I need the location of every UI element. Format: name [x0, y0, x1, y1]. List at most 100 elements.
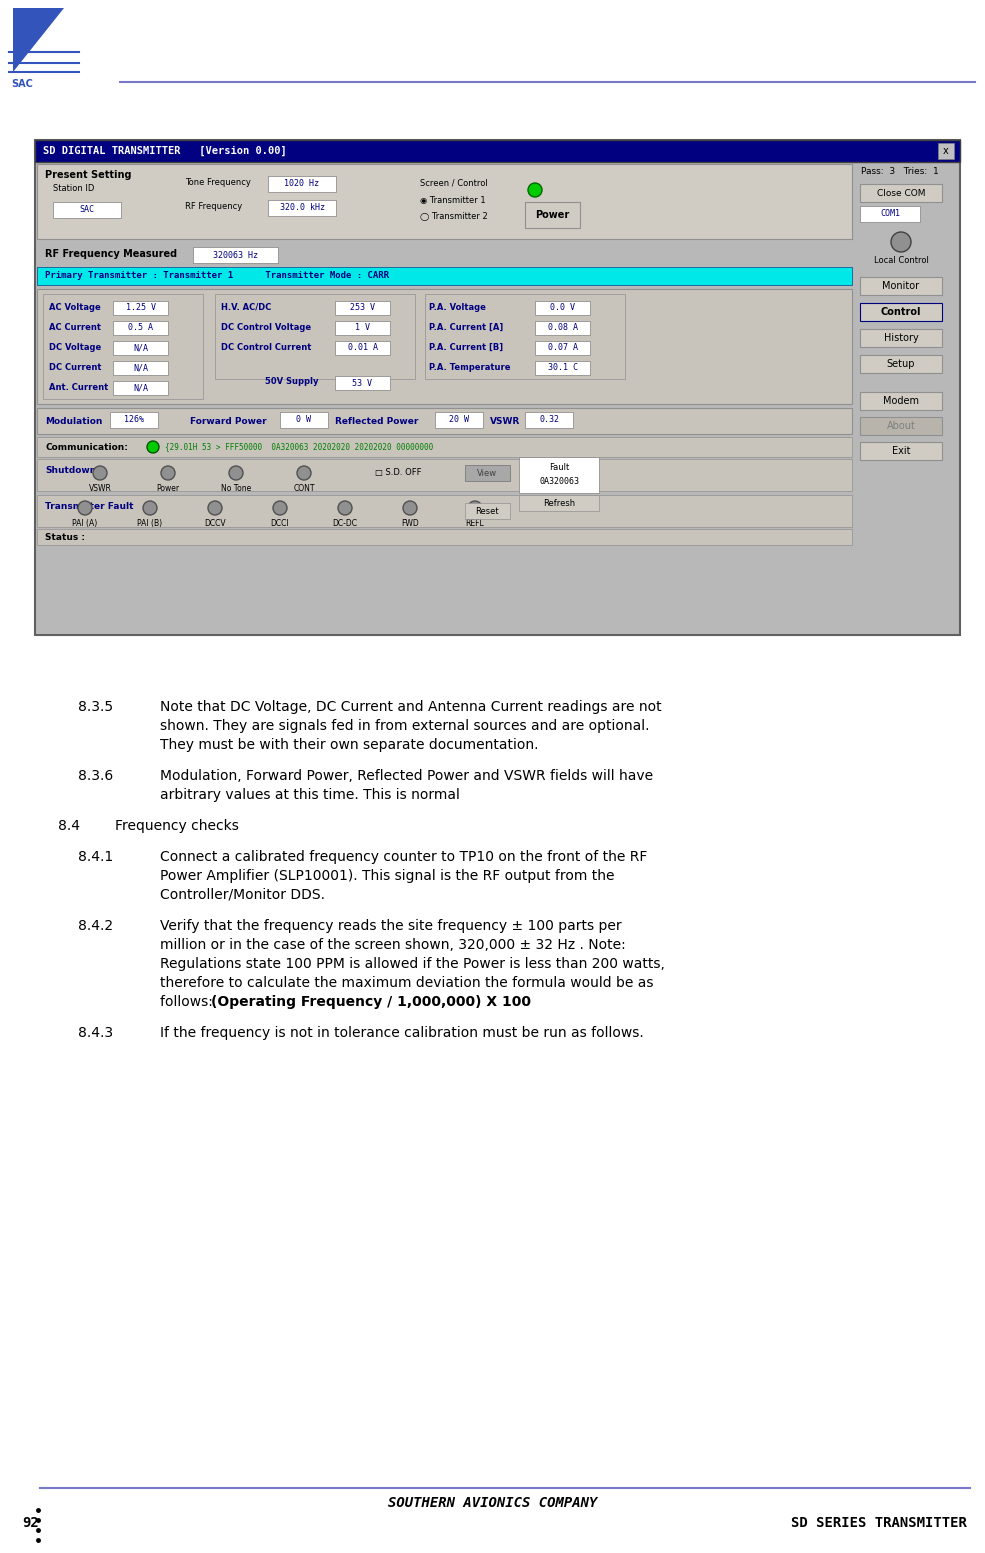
Text: DC-DC: DC-DC: [333, 519, 358, 528]
Text: 0 W: 0 W: [296, 416, 311, 424]
Bar: [535, 360, 590, 374]
Text: No Tone: No Tone: [221, 485, 251, 492]
Bar: [335, 301, 390, 315]
Text: □ S.D. OFF: □ S.D. OFF: [375, 469, 422, 477]
Text: Fault: Fault: [549, 463, 569, 472]
Bar: [860, 303, 942, 321]
Circle shape: [229, 466, 243, 480]
Text: They must be with their own separate documentation.: They must be with their own separate doc…: [160, 738, 539, 752]
Circle shape: [78, 502, 92, 516]
Text: shown. They are signals fed in from external sources and are optional.: shown. They are signals fed in from exte…: [160, 719, 649, 733]
Text: N/A: N/A: [133, 363, 148, 373]
Bar: [535, 301, 590, 315]
Text: DC Control Voltage: DC Control Voltage: [221, 323, 311, 331]
Bar: [435, 412, 483, 429]
Text: 0.08 A: 0.08 A: [548, 323, 577, 332]
Bar: [535, 321, 590, 335]
Text: Exit: Exit: [891, 446, 910, 457]
Polygon shape: [13, 8, 64, 73]
Text: SAC: SAC: [80, 205, 95, 214]
Text: ◉ Transmitter 1: ◉ Transmitter 1: [420, 196, 486, 205]
Text: Control: Control: [881, 307, 921, 317]
Text: 30.1 C: 30.1 C: [548, 363, 577, 373]
Text: 253 V: 253 V: [350, 303, 375, 312]
Text: 1020 Hz: 1020 Hz: [285, 180, 319, 188]
Text: N/A: N/A: [133, 343, 148, 353]
Text: 50V Supply: 50V Supply: [265, 377, 318, 387]
Text: 0.01 A: 0.01 A: [348, 343, 377, 353]
Text: P.A. Current [B]: P.A. Current [B]: [429, 343, 503, 351]
Bar: [215, 294, 415, 379]
Text: (Operating Frequency / 1,000,000) X 100: (Operating Frequency / 1,000,000) X 100: [211, 995, 531, 1009]
Text: 0.07 A: 0.07 A: [548, 343, 577, 353]
Text: 53 V: 53 V: [353, 379, 372, 388]
Text: AC Current: AC Current: [49, 323, 101, 331]
Text: 0.5 A: 0.5 A: [128, 323, 153, 332]
Bar: [37, 267, 852, 286]
Circle shape: [297, 466, 311, 480]
Bar: [268, 175, 336, 193]
Text: DCCI: DCCI: [271, 519, 290, 528]
Bar: [193, 247, 278, 262]
Text: 8.4.1: 8.4.1: [78, 849, 113, 863]
Text: 8.4.2: 8.4.2: [78, 919, 113, 933]
Circle shape: [147, 441, 159, 453]
Circle shape: [528, 183, 542, 197]
Text: DC Current: DC Current: [49, 362, 101, 371]
Bar: [465, 464, 510, 481]
Text: {29.01H 53 > FFF50000  0A320063 20202020 20202020 00000000: {29.01H 53 > FFF50000 0A320063 20202020 …: [165, 443, 433, 452]
Text: P.A. Temperature: P.A. Temperature: [429, 362, 510, 371]
Bar: [37, 408, 852, 433]
Text: Screen / Control: Screen / Control: [420, 179, 488, 186]
Text: Modem: Modem: [883, 396, 919, 405]
Text: VSWR: VSWR: [490, 416, 520, 426]
Text: 1.25 V: 1.25 V: [125, 303, 156, 312]
Text: Modulation: Modulation: [45, 416, 102, 426]
Text: ◯ Transmitter 2: ◯ Transmitter 2: [420, 213, 488, 221]
Text: Communication:: Communication:: [45, 443, 128, 452]
Bar: [860, 418, 942, 435]
Text: Setup: Setup: [886, 359, 915, 370]
Text: P.A. Voltage: P.A. Voltage: [429, 303, 486, 312]
Bar: [860, 443, 942, 460]
Bar: [525, 202, 580, 228]
Bar: [37, 460, 852, 491]
Text: Regulations state 100 PPM is allowed if the Power is less than 200 watts,: Regulations state 100 PPM is allowed if …: [160, 957, 665, 971]
Text: Modulation, Forward Power, Reflected Power and VSWR fields will have: Modulation, Forward Power, Reflected Pow…: [160, 769, 653, 783]
Bar: [37, 530, 852, 545]
Bar: [113, 321, 168, 335]
Text: 0A320063: 0A320063: [539, 477, 579, 486]
Text: 8.4: 8.4: [58, 818, 80, 832]
Text: DCCV: DCCV: [204, 519, 226, 528]
Circle shape: [273, 502, 287, 516]
Bar: [113, 380, 168, 394]
Text: 0.0 V: 0.0 V: [550, 303, 575, 312]
Text: History: History: [884, 332, 918, 343]
Text: SD SERIES TRANSMITTER: SD SERIES TRANSMITTER: [791, 1516, 967, 1530]
Text: Primary Transmitter : Transmitter 1      Transmitter Mode : CARR: Primary Transmitter : Transmitter 1 Tran…: [45, 272, 389, 281]
Text: Transmitter Fault: Transmitter Fault: [45, 502, 134, 511]
Text: RF Frequency: RF Frequency: [185, 202, 242, 211]
Bar: [860, 329, 942, 346]
Text: About: About: [886, 421, 915, 432]
Text: 8.3.6: 8.3.6: [78, 769, 113, 783]
Text: 0.32: 0.32: [539, 416, 559, 424]
Circle shape: [468, 502, 482, 516]
Bar: [37, 289, 852, 404]
Bar: [335, 321, 390, 335]
Bar: [35, 140, 960, 635]
Text: Close COM: Close COM: [877, 188, 925, 197]
Text: Note that DC Voltage, DC Current and Antenna Current readings are not: Note that DC Voltage, DC Current and Ant…: [160, 700, 662, 714]
Text: FWD: FWD: [401, 519, 419, 528]
Bar: [860, 207, 920, 222]
Bar: [465, 503, 510, 519]
Text: 320063 Hz: 320063 Hz: [213, 250, 258, 259]
Text: DC Voltage: DC Voltage: [49, 343, 101, 351]
Bar: [35, 140, 960, 162]
Bar: [43, 294, 203, 399]
Text: Connect a calibrated frequency counter to TP10 on the front of the RF: Connect a calibrated frequency counter t…: [160, 849, 647, 863]
Bar: [113, 301, 168, 315]
Circle shape: [338, 502, 352, 516]
Text: H.V. AC/DC: H.V. AC/DC: [221, 303, 272, 312]
Text: Power: Power: [157, 485, 179, 492]
